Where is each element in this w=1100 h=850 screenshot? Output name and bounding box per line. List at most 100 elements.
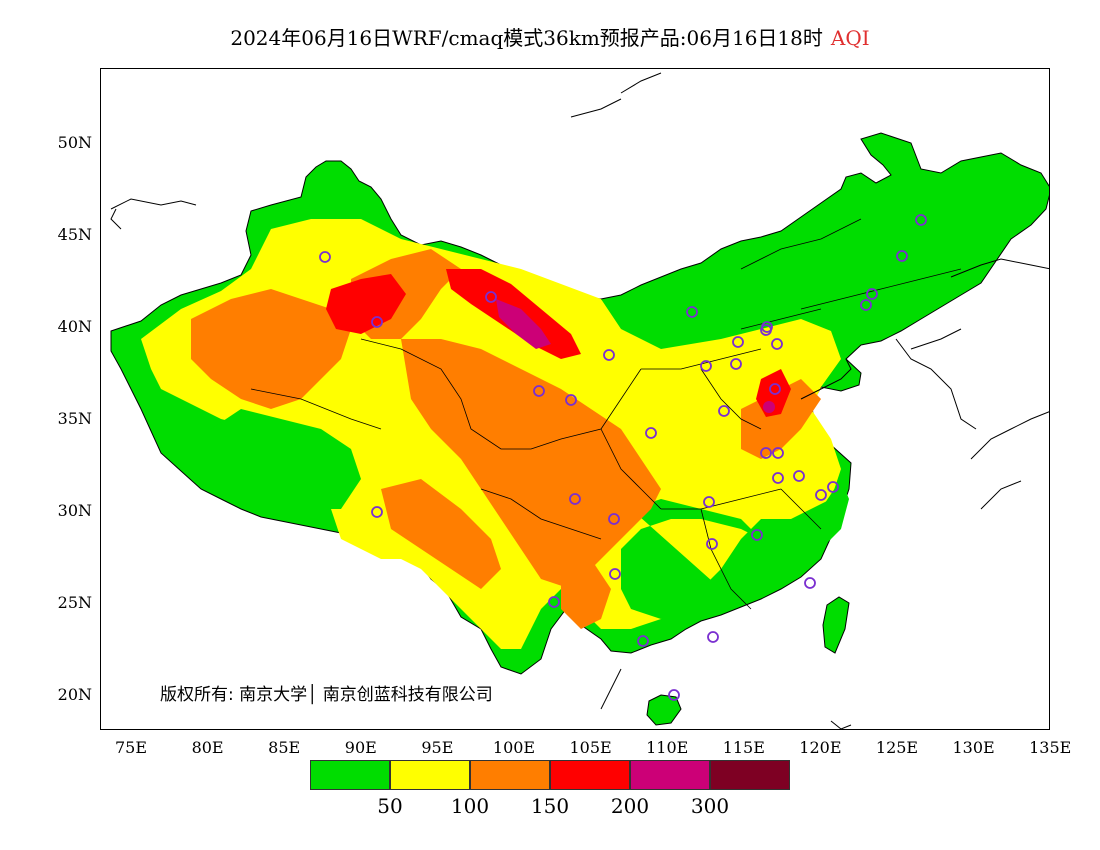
monitoring-station-marker	[707, 631, 719, 643]
aqi-zone-100-150	[191, 289, 351, 409]
monitoring-station-marker	[371, 506, 383, 518]
x-tick-label: 135E	[1029, 738, 1072, 757]
x-tick-label: 115E	[722, 738, 765, 757]
aqi-zone-100-150	[381, 479, 501, 589]
province-border	[661, 488, 782, 510]
monitoring-station-marker	[793, 470, 805, 482]
y-tick-label: 45N	[57, 225, 92, 244]
monitoring-station-marker	[668, 689, 680, 701]
monitoring-station-marker	[706, 538, 718, 550]
monitoring-station-marker	[319, 251, 331, 263]
x-tick-label: 125E	[875, 738, 919, 757]
monitoring-station-marker	[732, 336, 744, 348]
monitoring-station-marker	[896, 250, 908, 262]
coastline	[110, 208, 122, 230]
legend-swatch	[310, 760, 390, 790]
y-tick-label: 40N	[57, 317, 92, 336]
copyright-text: 版权所有: 南京大学│ 南京创蓝科技有限公司	[160, 685, 493, 705]
province-border	[250, 388, 382, 430]
legend-swatch	[470, 760, 550, 790]
aqi-zone-200-300	[496, 299, 551, 349]
coastline	[950, 258, 1049, 278]
province-border	[360, 338, 531, 450]
x-tick-label: 75E	[114, 738, 148, 757]
coastline	[110, 198, 197, 210]
aqi-map	[100, 68, 1050, 730]
monitoring-station-marker	[718, 405, 730, 417]
x-tick-label: 95E	[421, 738, 454, 757]
monitoring-station-marker	[730, 358, 742, 370]
monitoring-station-marker	[815, 489, 827, 501]
province-border	[740, 308, 822, 330]
coastline	[620, 72, 662, 94]
monitoring-station-marker	[700, 360, 712, 372]
x-tick-label: 90E	[344, 738, 377, 757]
y-tick-label: 30N	[57, 501, 92, 520]
aqi-zone-100-150	[401, 339, 661, 589]
monitoring-station-marker	[804, 577, 816, 589]
monitoring-station-marker	[603, 349, 615, 361]
map-canvas	[110, 72, 1049, 729]
title-variable: AQI	[830, 26, 870, 50]
monitoring-station-marker	[609, 568, 621, 580]
coastline	[910, 328, 962, 350]
title-main: 2024年06月16日WRF/cmaq模式36km预报产品:06月16日18时	[230, 26, 823, 50]
monitoring-station-marker	[608, 513, 620, 525]
legend-swatch	[550, 760, 630, 790]
monitoring-station-marker	[569, 493, 581, 505]
province-border	[740, 218, 862, 270]
legend-label: 150	[530, 794, 570, 818]
coastline	[895, 338, 977, 430]
x-tick-label: 120E	[799, 738, 842, 757]
monitoring-station-marker	[769, 383, 781, 395]
x-tick-label: 100E	[492, 738, 536, 757]
monitoring-station-marker	[772, 472, 784, 484]
monitoring-station-marker	[533, 385, 545, 397]
monitoring-station-marker	[645, 427, 657, 439]
y-tick-label: 35N	[57, 409, 92, 428]
monitoring-station-marker	[771, 338, 783, 350]
x-tick-label: 85E	[268, 738, 301, 757]
legend-label: 50	[377, 794, 403, 818]
province-border	[800, 268, 962, 310]
province-border	[480, 488, 602, 540]
legend-swatch	[630, 760, 710, 790]
x-tick-label: 130E	[952, 738, 995, 757]
monitoring-station-marker	[772, 447, 784, 459]
coastline	[600, 668, 622, 710]
monitoring-station-marker	[915, 214, 927, 226]
legend-label: 100	[450, 794, 490, 818]
monitoring-station-marker	[751, 529, 763, 541]
coastline	[800, 358, 852, 400]
monitoring-station-marker	[637, 635, 649, 647]
aqi-zone-0-50	[621, 479, 849, 619]
monitoring-station-marker	[565, 394, 577, 406]
x-tick-label: 105E	[569, 738, 612, 757]
legend-swatch	[390, 760, 470, 790]
legend-label: 300	[690, 794, 730, 818]
coastline	[980, 480, 1022, 510]
legend-swatch	[710, 760, 790, 790]
province-border	[780, 488, 822, 530]
legend-label: 200	[610, 794, 650, 818]
province-border	[700, 368, 762, 430]
monitoring-station-marker	[860, 299, 872, 311]
x-tick-label: 80E	[191, 738, 224, 757]
monitoring-station-marker	[548, 596, 560, 608]
x-tick-label: 110E	[646, 738, 689, 757]
coastline	[570, 98, 622, 118]
monitoring-station-marker	[371, 316, 383, 328]
aqi-zone-0-50	[201, 409, 361, 509]
taiwan-island	[822, 596, 850, 654]
y-tick-label: 50N	[57, 133, 92, 152]
monitoring-station-marker	[760, 447, 772, 459]
coastline	[970, 411, 1049, 460]
province-border	[700, 508, 752, 610]
monitoring-station-marker	[827, 481, 839, 493]
province-border	[600, 428, 662, 510]
monitoring-station-marker	[760, 324, 772, 336]
aqi-zone-200-300	[763, 401, 775, 413]
map-title: 2024年06月16日WRF/cmaq模式36km预报产品:06月16日18时 A…	[0, 22, 1100, 51]
monitoring-station-marker	[866, 288, 878, 300]
y-tick-label: 20N	[57, 685, 92, 704]
